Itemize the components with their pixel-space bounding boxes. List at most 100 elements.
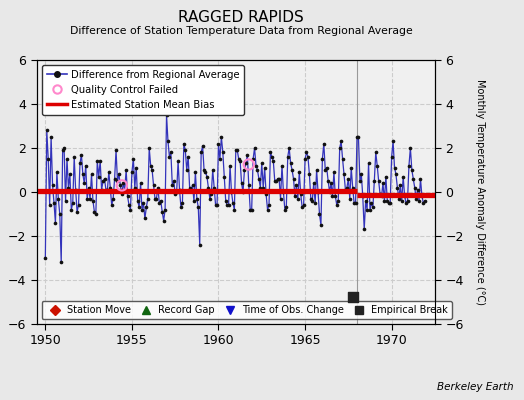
Point — [145, 145, 154, 151]
Point — [245, 161, 253, 168]
Point — [276, 195, 285, 202]
Point — [377, 193, 386, 200]
Point — [348, 184, 357, 191]
Point — [395, 195, 403, 202]
Point — [242, 160, 250, 166]
Point — [375, 178, 383, 184]
Point — [195, 242, 204, 248]
Point — [112, 147, 120, 153]
Point — [330, 169, 338, 175]
Point — [107, 202, 116, 208]
Point — [41, 255, 50, 261]
Point — [228, 200, 237, 206]
Point — [71, 186, 80, 193]
Point — [176, 186, 184, 193]
Point — [174, 158, 182, 164]
Point — [239, 189, 247, 195]
Point — [367, 200, 376, 206]
Point — [402, 200, 410, 206]
Point — [138, 206, 146, 213]
Point — [197, 149, 205, 156]
Point — [60, 145, 68, 151]
Point — [253, 167, 261, 173]
Point — [307, 195, 315, 202]
Point — [278, 162, 286, 169]
Point — [308, 198, 316, 204]
Point — [322, 164, 331, 171]
Point — [233, 147, 242, 153]
Point — [281, 206, 289, 213]
Point — [232, 147, 240, 153]
Point — [132, 164, 140, 171]
Point — [164, 138, 172, 144]
Point — [125, 202, 133, 208]
Point — [77, 151, 85, 158]
Point — [47, 134, 56, 140]
Point — [331, 193, 340, 200]
Point — [385, 200, 393, 206]
Point — [141, 215, 149, 222]
Point — [298, 204, 307, 210]
Point — [381, 173, 390, 180]
Point — [392, 171, 400, 178]
Point — [148, 167, 156, 173]
Point — [172, 189, 181, 195]
Point — [147, 162, 155, 169]
Point — [235, 156, 243, 162]
Point — [366, 206, 374, 213]
Point — [327, 180, 335, 186]
Point — [328, 193, 336, 200]
Point — [304, 154, 312, 160]
Point — [341, 186, 350, 193]
Point — [282, 204, 290, 210]
Point — [348, 293, 357, 300]
Point — [236, 158, 244, 164]
Point — [149, 182, 158, 188]
Point — [155, 200, 163, 206]
Point — [216, 156, 224, 162]
Point — [119, 180, 127, 186]
Point — [260, 164, 269, 171]
Point — [144, 195, 152, 202]
Point — [410, 184, 419, 191]
Point — [57, 259, 66, 266]
Point — [165, 154, 173, 160]
Point — [409, 176, 418, 182]
Point — [115, 171, 123, 178]
Point — [360, 226, 368, 232]
Point — [324, 178, 332, 184]
Point — [353, 134, 361, 140]
Point — [217, 134, 225, 140]
Point — [99, 178, 107, 184]
Point — [400, 193, 409, 200]
Point — [262, 191, 270, 197]
Point — [297, 191, 305, 197]
Point — [159, 217, 168, 224]
Point — [56, 211, 64, 217]
Point — [171, 191, 179, 197]
Point — [315, 211, 324, 217]
Point — [105, 169, 113, 175]
Point — [142, 204, 150, 210]
Point — [266, 149, 275, 156]
Point — [128, 169, 136, 175]
Point — [265, 202, 273, 208]
Point — [380, 198, 389, 204]
Point — [89, 198, 97, 204]
Point — [264, 206, 272, 213]
Point — [170, 178, 178, 184]
Point — [224, 202, 233, 208]
Point — [111, 176, 119, 182]
Point — [97, 186, 106, 193]
Point — [287, 160, 295, 166]
Point — [102, 186, 110, 193]
Point — [154, 184, 162, 191]
Point — [379, 180, 387, 186]
Text: RAGGED RAPIDS: RAGGED RAPIDS — [178, 10, 304, 25]
Point — [372, 149, 380, 156]
Point — [318, 156, 326, 162]
Point — [421, 198, 429, 204]
Point — [96, 158, 104, 164]
Point — [310, 180, 318, 186]
Point — [419, 200, 428, 206]
